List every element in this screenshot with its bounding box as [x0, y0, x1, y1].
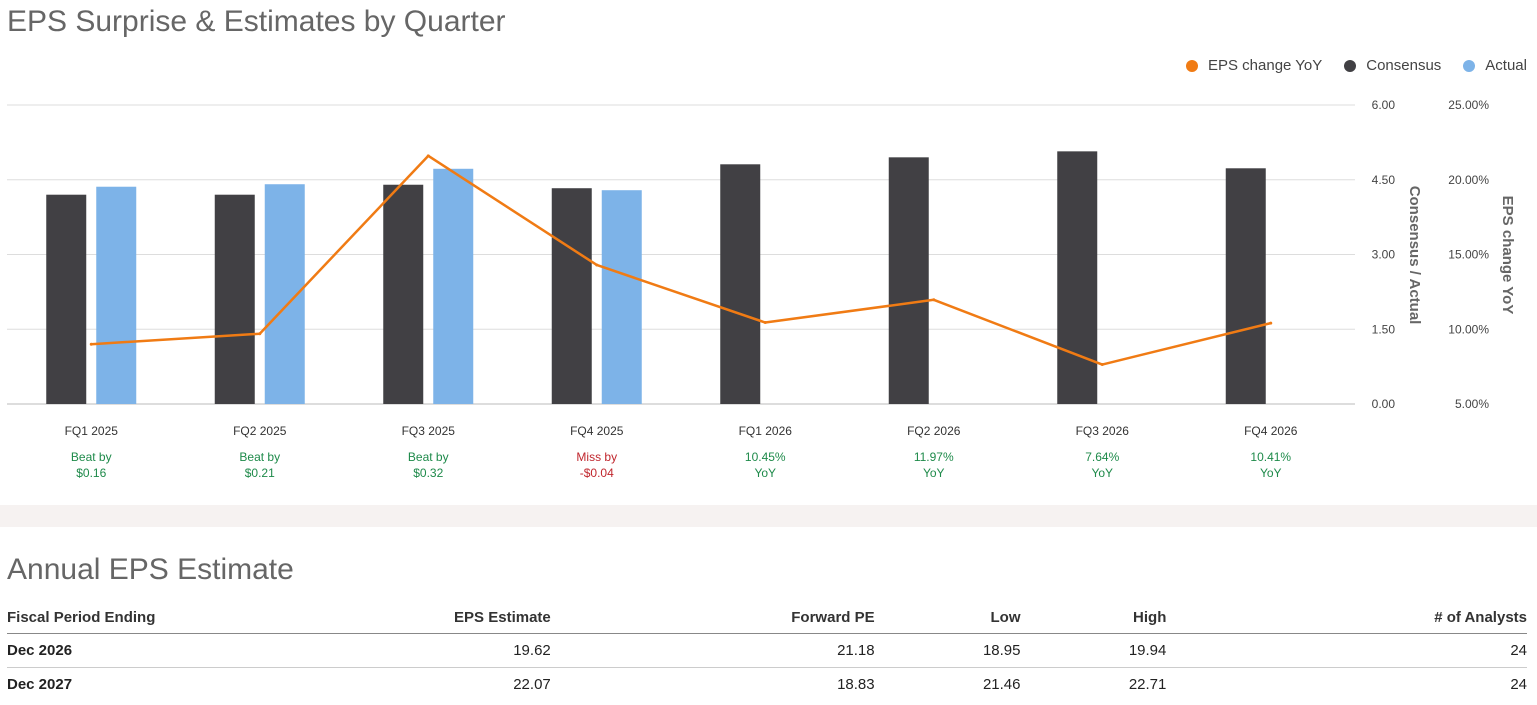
surprise-label-line1: 11.97%	[914, 450, 954, 464]
legend-item-actual[interactable]: Actual	[1463, 57, 1527, 74]
bar-consensus	[1225, 168, 1266, 404]
surprise-label-line1: 10.45%	[745, 450, 786, 464]
cell-analysts: 24	[1510, 676, 1527, 693]
cell-forward-pe: 21.18	[550, 633, 875, 668]
x-tick-label: FQ3 2026	[1076, 424, 1130, 438]
y2-tick-label: 15.00%	[1448, 248, 1489, 262]
legend-item-eps-change[interactable]: EPS change YoY	[1185, 57, 1323, 74]
surprise-label-line1: Beat by	[239, 450, 280, 464]
eps-change-point	[89, 342, 93, 346]
y-tick-label: 4.50	[1372, 173, 1396, 187]
cell-low: 21.46	[982, 676, 1021, 693]
chart-legend: EPS change YoY Consensus Actual	[1164, 57, 1527, 74]
surprise-label-line2: -$0.04	[580, 466, 614, 480]
table-row: Dec 2026 19.62 21.18 18.95 19.94 24	[7, 633, 1527, 668]
col-header-forward-pe[interactable]: Forward PE	[550, 603, 875, 634]
y-axis-title: Consensus / Actual	[1406, 186, 1423, 325]
bar-consensus	[214, 194, 255, 404]
surprise-label-line1: Miss by	[576, 450, 617, 464]
eps-change-point	[258, 332, 262, 336]
bar-consensus	[720, 164, 761, 404]
cell-analysts: 24	[1166, 633, 1527, 668]
eps-change-point	[1100, 363, 1104, 367]
legend-item-consensus[interactable]: Consensus	[1344, 57, 1441, 74]
legend-swatch-actual	[1463, 59, 1476, 72]
col-header-high[interactable]: High	[1020, 603, 1167, 634]
col-header-low[interactable]: Low	[874, 603, 1021, 634]
legend-label-eps-change: EPS change YoY	[1207, 57, 1323, 74]
x-tick-label: FQ3 2025	[402, 424, 456, 438]
eps-chart: 0.00 1.50 3.00 4.50 6.00 5.00% 10.00% 15.00% 20.…	[7, 98, 1516, 480]
table-row: Dec 2027 22.07 18.83 21.46 22.71 24	[7, 668, 1527, 702]
col-header-eps-estimate[interactable]: EPS Estimate	[175, 603, 551, 634]
col-header-analysts[interactable]: # of Analysts	[1166, 603, 1527, 634]
y2-axis-title: EPS change YoY	[1499, 196, 1516, 315]
eps-change-point	[1269, 321, 1273, 325]
legend-swatch-consensus	[1344, 59, 1357, 72]
legend-label-actual: Actual	[1485, 57, 1527, 74]
surprise-label-line2: $0.21	[245, 466, 275, 480]
x-tick-label: FQ2 2025	[233, 424, 287, 438]
surprise-label-line1: 10.41%	[1250, 450, 1291, 464]
bar-consensus	[888, 157, 929, 404]
surprise-label-line2: YoY	[923, 466, 945, 480]
surprise-label-line1: 7.64%	[1085, 450, 1119, 464]
legend-swatch-eps-change	[1185, 59, 1198, 72]
surprise-label-line1: Beat by	[71, 450, 112, 464]
eps-change-point	[932, 298, 936, 302]
cell-low: 18.95	[874, 633, 1021, 668]
surprise-label-line2: $0.16	[76, 466, 106, 480]
cell-eps-estimate: 19.62	[175, 633, 551, 668]
cell-fiscal-period: Dec 2027	[7, 676, 73, 693]
y-tick-label: 1.50	[1372, 322, 1396, 336]
annual-eps-table: Fiscal Period Ending EPS Estimate Forwar…	[7, 603, 1527, 701]
cell-high: 19.94	[1020, 633, 1167, 668]
y-tick-label: 6.00	[1372, 98, 1396, 112]
eps-change-point	[595, 263, 599, 267]
x-tick-label: FQ4 2025	[570, 424, 624, 438]
x-tick-label: FQ4 2026	[1244, 424, 1298, 438]
surprise-label-line2: $0.32	[413, 466, 443, 480]
eps-change-point	[763, 321, 767, 325]
eps-change-line	[91, 154, 1272, 366]
cell-forward-pe: 18.83	[837, 676, 875, 693]
y2-tick-label: 20.00%	[1448, 173, 1489, 187]
surprise-label-line1: Beat by	[408, 450, 449, 464]
x-tick-label: FQ1 2025	[65, 424, 119, 438]
bar-consensus	[1057, 151, 1098, 404]
y-tick-label: 3.00	[1372, 248, 1396, 262]
x-tick-label: FQ1 2026	[739, 424, 793, 438]
bar-actual	[433, 168, 474, 404]
chart-title: EPS Surprise & Estimates by Quarter	[7, 5, 506, 38]
y2-tick-label: 5.00%	[1455, 397, 1489, 411]
surprise-label-line2: YoY	[1091, 466, 1113, 480]
legend-label-consensus: Consensus	[1366, 57, 1442, 74]
section-divider	[0, 505, 1537, 527]
surprise-label-line2: YoY	[1260, 466, 1282, 480]
surprise-label-line2: YoY	[754, 466, 776, 480]
bar-actual	[96, 186, 137, 404]
cell-fiscal-period: Dec 2026	[7, 633, 175, 668]
col-header-fiscal-period[interactable]: Fiscal Period Ending	[7, 603, 175, 634]
cell-high: 22.71	[1128, 676, 1167, 693]
bar-consensus	[383, 184, 424, 404]
y-tick-label: 0.00	[1372, 397, 1396, 411]
annual-title: Annual EPS Estimate	[7, 553, 294, 586]
y2-tick-label: 10.00%	[1448, 322, 1489, 336]
cell-eps-estimate: 22.07	[513, 676, 551, 693]
bar-consensus	[46, 194, 87, 404]
bar-consensus	[551, 188, 592, 404]
y2-tick-label: 25.00%	[1448, 98, 1489, 112]
table-header-row: Fiscal Period Ending EPS Estimate Forwar…	[7, 603, 1527, 634]
bar-actual	[601, 190, 642, 404]
x-tick-label: FQ2 2026	[907, 424, 961, 438]
eps-change-point	[426, 154, 430, 158]
